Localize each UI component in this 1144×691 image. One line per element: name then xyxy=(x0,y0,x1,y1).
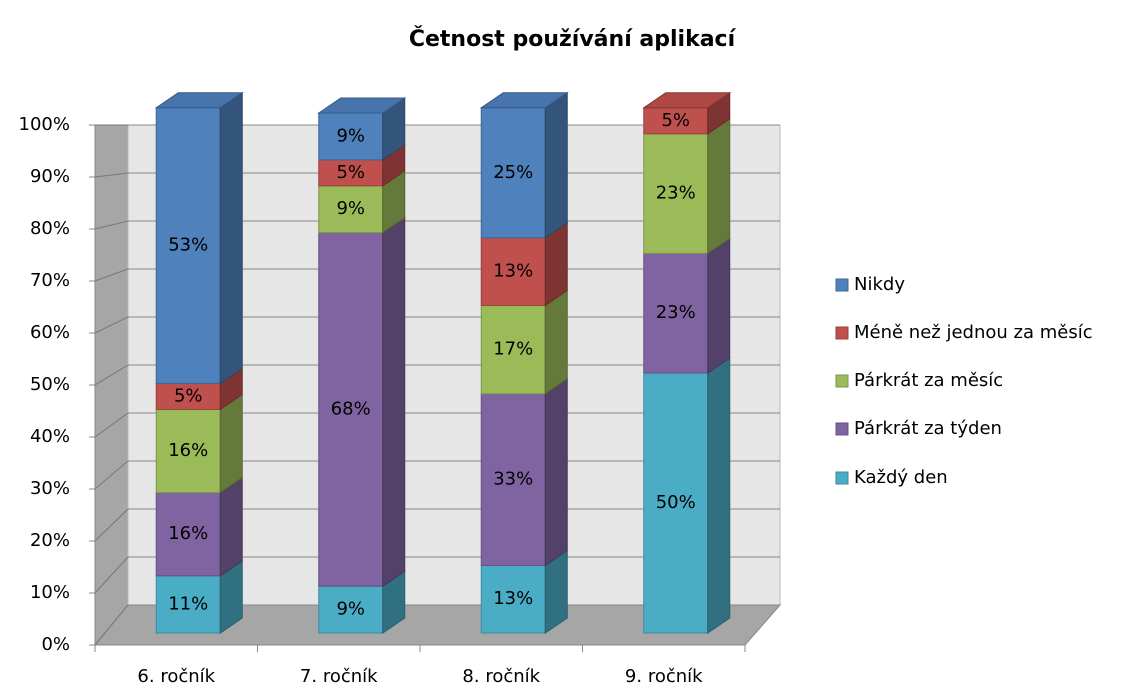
bar-top xyxy=(317,97,407,114)
bar-segment xyxy=(643,107,709,135)
data-label: 16% xyxy=(168,523,208,544)
bar-side xyxy=(707,357,731,634)
bar-segment xyxy=(155,382,221,410)
data-label: 23% xyxy=(656,183,696,204)
data-label: 9% xyxy=(336,125,365,146)
bar-segment xyxy=(155,575,221,634)
bar-side xyxy=(707,117,731,255)
bar-side xyxy=(544,91,568,239)
x-tick-label: 6. ročník xyxy=(137,666,215,687)
bar-segment xyxy=(155,408,221,494)
grid-line xyxy=(94,604,129,646)
bar-segment xyxy=(155,492,221,577)
y-tick-label: 10% xyxy=(30,582,70,603)
bar-side xyxy=(219,393,243,494)
bar-side xyxy=(219,476,243,577)
data-label: 33% xyxy=(493,469,533,490)
y-tick-label: 40% xyxy=(30,426,70,447)
legend-label: Nikdy xyxy=(854,274,905,295)
bar-segment xyxy=(643,252,709,374)
data-label: 5% xyxy=(174,385,203,406)
data-label: 68% xyxy=(331,398,371,419)
legend-swatch xyxy=(835,278,849,292)
data-label: 5% xyxy=(336,162,365,183)
data-label: 25% xyxy=(493,162,533,183)
data-label: 13% xyxy=(493,588,533,609)
data-label: 17% xyxy=(493,339,533,360)
grid-line xyxy=(94,172,129,178)
bar-side xyxy=(544,377,568,567)
data-label: 13% xyxy=(493,261,533,282)
grid-line xyxy=(94,220,129,230)
x-tick-label: 8. ročník xyxy=(462,666,540,687)
data-label: 50% xyxy=(656,492,696,513)
legend-label: Párkrát za měsíc xyxy=(854,370,1003,391)
y-tick-label: 90% xyxy=(30,166,70,187)
grid-line xyxy=(94,316,129,334)
y-tick-label: 80% xyxy=(30,218,70,239)
bar-side xyxy=(544,289,568,395)
bar-segment xyxy=(318,232,384,587)
bar-top xyxy=(479,92,569,109)
data-label: 23% xyxy=(656,302,696,323)
y-tick-label: 100% xyxy=(19,114,70,135)
legend-label: Párkrát za týden xyxy=(854,418,1002,439)
bar-side xyxy=(219,91,243,385)
grid-line xyxy=(94,364,129,386)
side-wall xyxy=(94,124,129,647)
y-tick-label: 50% xyxy=(30,374,70,395)
grid-line xyxy=(94,508,129,542)
legend-swatch xyxy=(835,471,849,485)
legend-label: Méně než jednou za měsíc xyxy=(854,322,1093,343)
bar-top xyxy=(642,92,732,109)
data-label: 53% xyxy=(168,235,208,256)
data-label: 11% xyxy=(168,593,208,614)
legend-swatch xyxy=(835,422,849,436)
x-tick-label: 7. ročník xyxy=(300,666,378,687)
legend-swatch xyxy=(835,374,849,388)
legend-label: Každý den xyxy=(854,467,948,488)
grid-line xyxy=(94,556,129,594)
bar-segment xyxy=(480,564,546,634)
y-tick-label: 70% xyxy=(30,270,70,291)
chart-title: Četnost používání aplikací xyxy=(409,26,737,52)
grid-line xyxy=(94,412,129,438)
x-tick-label: 9. ročník xyxy=(625,666,703,687)
y-tick-label: 30% xyxy=(30,478,70,499)
y-tick-label: 0% xyxy=(41,634,70,655)
bar-segment xyxy=(480,393,546,566)
data-label: 5% xyxy=(661,110,690,131)
bar-side xyxy=(707,237,731,374)
bar-segment xyxy=(318,112,384,161)
data-label: 9% xyxy=(336,198,365,219)
bar-top xyxy=(154,92,244,109)
data-label: 16% xyxy=(168,440,208,461)
bar-side xyxy=(382,216,406,588)
bar-segment xyxy=(318,185,384,234)
data-label: 9% xyxy=(336,599,365,620)
y-tick-label: 20% xyxy=(30,530,70,551)
legend-swatch xyxy=(835,326,849,340)
y-tick-label: 60% xyxy=(30,322,70,343)
grid-line xyxy=(94,268,129,282)
grid-line xyxy=(94,460,129,490)
